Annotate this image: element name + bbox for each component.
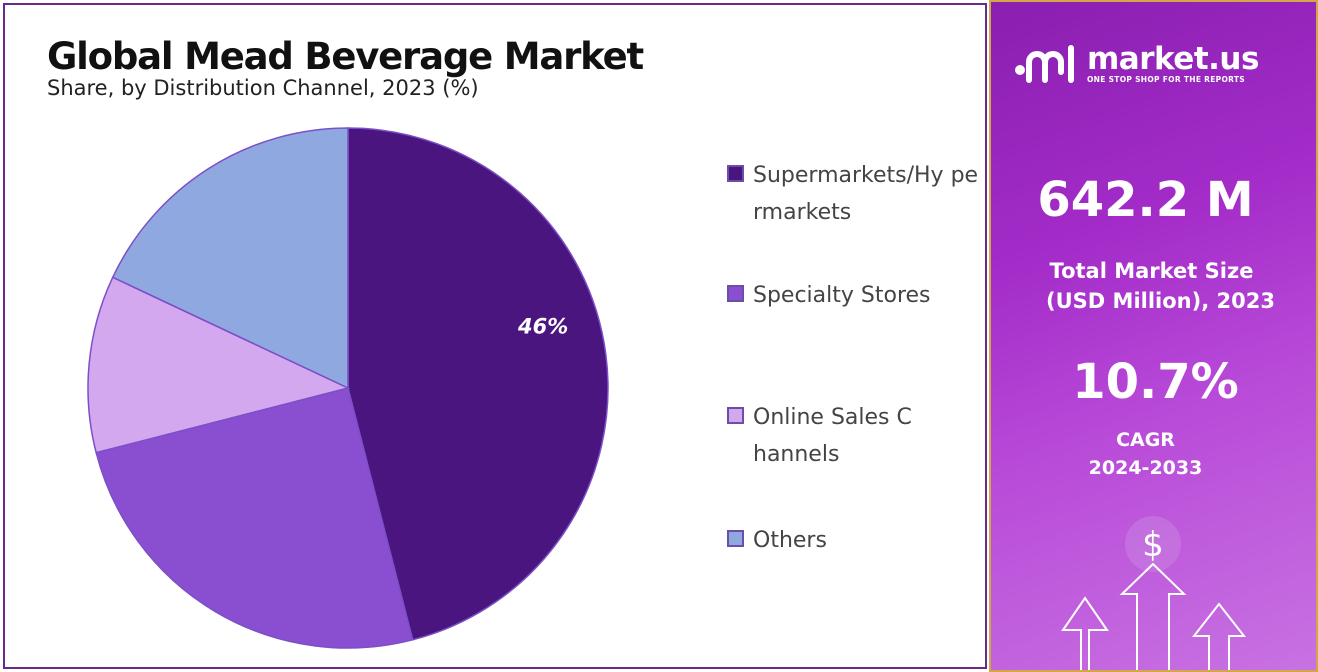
market-size-label-line2: (USD Million), 2023: [1046, 289, 1275, 313]
legend-item-others: Others: [727, 522, 981, 559]
pie-slice-supermarkets: [347, 127, 609, 641]
coin-circle-icon: [1125, 516, 1181, 572]
legend-swatch-online-sales: [727, 407, 744, 424]
legend-item-specialty-stores: Specialty Stores: [727, 277, 981, 314]
legend-item-online-sales: Online Sales Channels: [727, 399, 923, 473]
pie-slice-others: [111, 127, 349, 390]
cagr-label-line1: CAGR: [1116, 429, 1175, 451]
legend-label-online-sales: Online Sales Channels: [753, 405, 912, 467]
growth-arrows-decoration: $: [1061, 516, 1247, 670]
arrow-up-right-icon: [1191, 602, 1247, 670]
arrow-up-center-icon: [1119, 562, 1187, 670]
pie-slice-online-sales: [87, 276, 351, 454]
legend-label-supermarkets: Supermarkets/Hy permarkets: [753, 163, 979, 225]
legend-swatch-others: [727, 530, 744, 547]
stats-sidebar: market.us ONE STOP SHOP FOR THE REPORTS …: [989, 0, 1318, 672]
legend-item-supermarkets: Supermarkets/Hy permarkets: [727, 157, 981, 231]
chart-subtitle: Share, by Distribution Channel, 2023 (%): [47, 76, 479, 100]
legend-swatch-supermarkets: [727, 165, 744, 182]
pie-chart: 46%: [87, 127, 609, 649]
cagr-label-line2: 2024-2033: [1088, 457, 1203, 479]
market-size-label: Total Market Size (USD Million), 2023: [991, 256, 1316, 316]
chart-panel: Global Mead Beverage Market Share, by Di…: [3, 3, 987, 669]
pie-data-label-supermarkets: 46%: [517, 315, 568, 339]
dollar-sign-icon: $: [1142, 525, 1164, 565]
chart-title: Global Mead Beverage Market: [47, 35, 644, 78]
pie-slice-specialty-stores: [95, 387, 414, 649]
cagr-value: 10.7%: [1072, 354, 1239, 410]
brand-logo: market.us ONE STOP SHOP FOR THE REPORTS: [1013, 40, 1259, 86]
market-size-label-line1: Total Market Size: [1049, 259, 1254, 283]
arrow-up-left-icon: [1061, 596, 1109, 670]
cagr-label: CAGR 2024-2033: [991, 426, 1310, 482]
market-us-logo-icon: [1015, 45, 1074, 83]
market-size-value: 642.2 M: [1037, 172, 1254, 228]
brand-tagline: ONE STOP SHOP FOR THE REPORTS: [1087, 74, 1245, 84]
legend-label-others: Others: [753, 528, 827, 553]
legend-label-specialty-stores: Specialty Stores: [753, 283, 931, 308]
brand-name: market.us: [1087, 40, 1259, 77]
legend-swatch-specialty-stores: [727, 285, 744, 302]
